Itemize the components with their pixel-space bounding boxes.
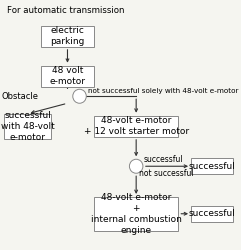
Text: 48 volt
e-motor: 48 volt e-motor xyxy=(49,66,86,86)
FancyBboxPatch shape xyxy=(191,206,233,222)
Text: successful: successful xyxy=(189,162,235,171)
Text: Obstacle: Obstacle xyxy=(1,92,38,101)
FancyBboxPatch shape xyxy=(94,197,178,230)
Text: 48-volt e-motor
+ 12 volt starter motor: 48-volt e-motor + 12 volt starter motor xyxy=(84,116,189,136)
Text: successful: successful xyxy=(144,155,183,164)
Text: not successful: not successful xyxy=(139,170,194,178)
FancyBboxPatch shape xyxy=(41,26,94,47)
FancyBboxPatch shape xyxy=(41,66,94,87)
Text: electric
parking: electric parking xyxy=(50,26,85,46)
FancyBboxPatch shape xyxy=(94,116,178,137)
Text: not successful solely with 48-volt e-motor: not successful solely with 48-volt e-mot… xyxy=(88,88,238,94)
Text: 48-volt e-motor
+
internal combustion
engine: 48-volt e-motor + internal combustion en… xyxy=(91,192,182,235)
FancyBboxPatch shape xyxy=(191,158,233,174)
Circle shape xyxy=(129,159,143,173)
Text: successful
with 48-volt
e-motor: successful with 48-volt e-motor xyxy=(1,111,55,142)
Circle shape xyxy=(73,89,86,103)
Text: successful: successful xyxy=(189,209,235,218)
Text: For automatic transmission: For automatic transmission xyxy=(7,6,125,15)
FancyBboxPatch shape xyxy=(4,114,51,139)
